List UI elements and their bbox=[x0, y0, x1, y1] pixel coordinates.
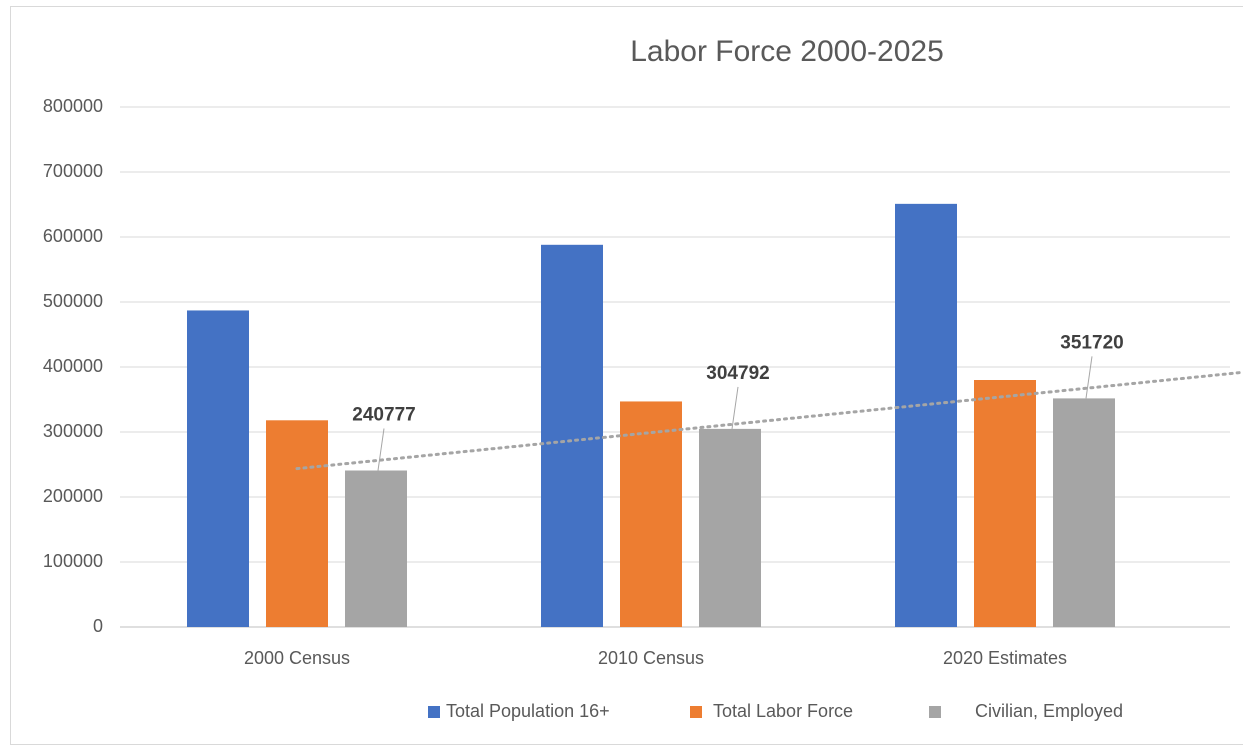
data-label: 351720 bbox=[1060, 332, 1123, 353]
y-tick-label: 400000 bbox=[43, 356, 103, 376]
x-tick-label: 2010 Census bbox=[598, 648, 704, 668]
bar bbox=[974, 380, 1036, 627]
legend-swatch bbox=[428, 706, 440, 718]
bar bbox=[1053, 398, 1115, 627]
y-tick-label: 700000 bbox=[43, 161, 103, 181]
data-label: 240777 bbox=[352, 405, 415, 426]
bar bbox=[541, 244, 603, 628]
legend-swatch bbox=[929, 706, 941, 718]
bar bbox=[187, 310, 249, 627]
bar bbox=[266, 420, 328, 627]
bar bbox=[345, 470, 407, 627]
legend-label: Total Population 16+ bbox=[446, 701, 610, 721]
y-tick-label: 600000 bbox=[43, 226, 103, 246]
y-tick-label: 500000 bbox=[43, 291, 103, 311]
leader-line bbox=[731, 386, 739, 429]
leader-line bbox=[1085, 356, 1093, 399]
y-tick-label: 200000 bbox=[43, 486, 103, 506]
bar bbox=[895, 203, 957, 627]
bar bbox=[699, 428, 761, 627]
y-tick-label: 300000 bbox=[43, 421, 103, 441]
y-tick-label: 800000 bbox=[43, 96, 103, 116]
x-tick-label: 2000 Census bbox=[244, 648, 350, 668]
bar bbox=[620, 401, 682, 627]
legend-swatch bbox=[690, 706, 702, 718]
y-tick-label: 100000 bbox=[43, 551, 103, 571]
legend-label: Total Labor Force bbox=[713, 701, 853, 721]
data-label: 304792 bbox=[706, 363, 769, 384]
trendline bbox=[295, 370, 1243, 471]
leader-line bbox=[377, 428, 385, 471]
x-tick-label: 2020 Estimates bbox=[943, 648, 1067, 668]
legend-label: Civilian, Employed bbox=[975, 701, 1123, 721]
y-tick-label: 0 bbox=[93, 616, 103, 636]
chart-title: Labor Force 2000-2025 bbox=[630, 35, 944, 68]
